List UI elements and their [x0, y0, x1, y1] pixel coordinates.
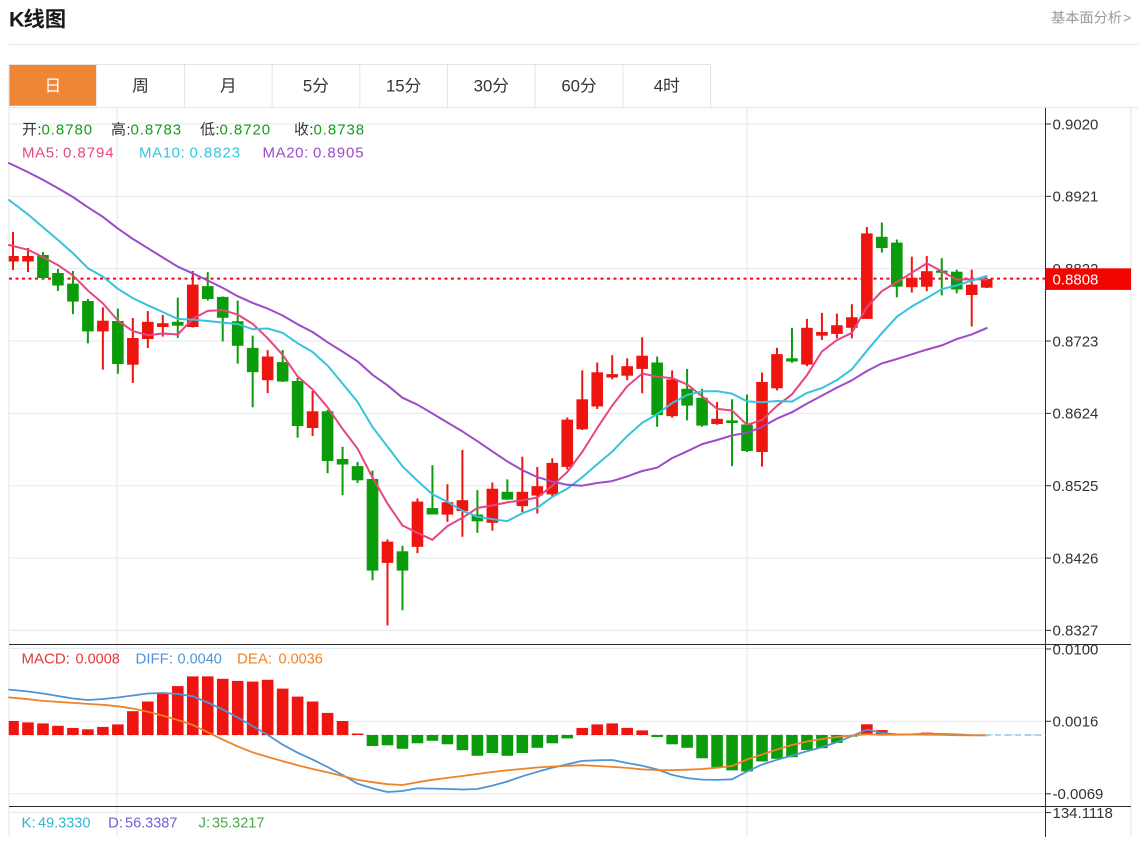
- svg-text:D:: D:: [108, 815, 123, 832]
- svg-text:0.8738: 0.8738: [314, 122, 366, 139]
- svg-text:5: 5: [395, 77, 404, 96]
- svg-text:56.3387: 56.3387: [125, 816, 177, 832]
- svg-text:MA10:: MA10:: [139, 145, 185, 162]
- svg-text:49.3330: 49.3330: [38, 816, 90, 832]
- svg-text:5: 5: [303, 77, 312, 96]
- svg-text:0.8780: 0.8780: [42, 122, 94, 139]
- svg-text:0.8426: 0.8426: [1053, 550, 1099, 567]
- svg-text:0.8823: 0.8823: [190, 145, 242, 162]
- svg-text:MACD:: MACD:: [22, 651, 70, 668]
- svg-text:MA20:: MA20:: [263, 145, 309, 162]
- svg-text:0.8720: 0.8720: [220, 122, 272, 139]
- svg-text:J:: J:: [199, 815, 211, 832]
- svg-text:0.0016: 0.0016: [1053, 714, 1099, 731]
- svg-text:0.0008: 0.0008: [76, 652, 120, 668]
- svg-text:0.8723: 0.8723: [1053, 333, 1099, 350]
- svg-text:0.0040: 0.0040: [178, 652, 222, 668]
- svg-text:0.8794: 0.8794: [63, 145, 115, 162]
- svg-text:134.1118: 134.1118: [1053, 805, 1113, 822]
- svg-text::: :: [37, 122, 41, 139]
- svg-text:35.3217: 35.3217: [212, 816, 264, 832]
- svg-text:0.0036: 0.0036: [279, 652, 323, 668]
- svg-text:0.8783: 0.8783: [131, 122, 183, 139]
- svg-text:0.8525: 0.8525: [1053, 478, 1099, 495]
- svg-text:6: 6: [561, 77, 570, 96]
- svg-text::: :: [309, 122, 313, 139]
- svg-text:0.8905: 0.8905: [313, 145, 365, 162]
- svg-text:0.8624: 0.8624: [1053, 406, 1099, 423]
- svg-text:0: 0: [571, 77, 580, 96]
- svg-text:1: 1: [386, 77, 395, 96]
- svg-text:0.8921: 0.8921: [1053, 189, 1099, 206]
- svg-text::: :: [126, 122, 130, 139]
- svg-text:DEA:: DEA:: [237, 651, 272, 668]
- svg-text:-0.0069: -0.0069: [1053, 786, 1104, 803]
- svg-text:>: >: [1123, 11, 1131, 27]
- svg-text:0.8327: 0.8327: [1053, 623, 1099, 640]
- svg-text:0: 0: [483, 77, 492, 96]
- svg-text:K:: K:: [22, 815, 36, 832]
- svg-text:0.0100: 0.0100: [1053, 641, 1099, 658]
- svg-text:DIFF:: DIFF:: [136, 651, 174, 668]
- svg-text:0.9020: 0.9020: [1053, 116, 1099, 133]
- svg-text::: :: [215, 122, 219, 139]
- svg-text:MA5:: MA5:: [22, 145, 59, 162]
- svg-text:3: 3: [474, 77, 483, 96]
- svg-text:0.8808: 0.8808: [1053, 271, 1099, 288]
- svg-text:4: 4: [654, 77, 663, 96]
- svg-text:K: K: [9, 8, 25, 32]
